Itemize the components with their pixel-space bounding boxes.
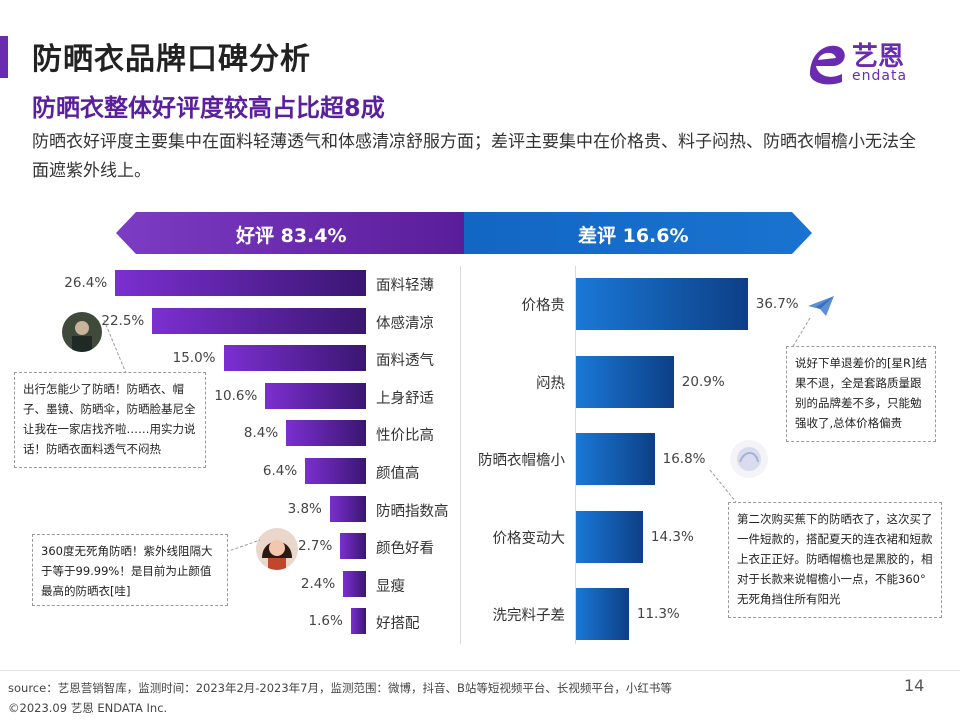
sentiment-banner bbox=[116, 212, 812, 254]
good-bar-2 bbox=[223, 345, 366, 372]
paper-plane-icon bbox=[808, 296, 834, 316]
bad-value-label-1: 20.9% bbox=[681, 373, 725, 390]
bad-value-label-4: 11.3% bbox=[636, 606, 680, 622]
user-avatar-1 bbox=[62, 312, 102, 352]
bad-value-label-0: 36.7% bbox=[755, 296, 799, 312]
good-category-label-2: 面料透气 bbox=[376, 353, 434, 370]
good-category-label-9: 好搭配 bbox=[376, 616, 420, 633]
bubble-pointer-4 bbox=[709, 470, 737, 503]
good-chart-divider bbox=[460, 266, 461, 644]
comment-bubble-2: 360度无死角防晒！紫外线阻隔大于等于99.99%！是目前为止颜值最高的防晒衣[… bbox=[32, 534, 228, 606]
good-value-label-8: 2.4% bbox=[300, 575, 336, 592]
good-value-label-4: 8.4% bbox=[243, 425, 279, 442]
bubble-pointer-3 bbox=[791, 318, 811, 348]
bad-banner-label: 差评 16.6% bbox=[578, 225, 689, 247]
good-bar-1 bbox=[152, 307, 366, 334]
comment-bubble-1: 出行怎能少了防晒！防晒衣、帽子、墨镜、防晒伞，防晒脸基尼全让我在一家店找齐啦……… bbox=[14, 372, 206, 468]
good-category-label-6: 防晒指数高 bbox=[376, 503, 449, 520]
footer-source: source：艺恩营销智库，监测时间：2023年2月-2023年7月，监测范围：… bbox=[8, 681, 672, 695]
bad-bar-3 bbox=[576, 510, 643, 563]
good-bar-9 bbox=[350, 608, 366, 635]
bad-bar-2 bbox=[576, 433, 655, 485]
good-value-label-0: 26.4% bbox=[64, 275, 108, 291]
page-number: 14 bbox=[904, 676, 925, 695]
good-category-label-5: 颜值高 bbox=[376, 466, 420, 482]
page-title: 防晒衣品牌口碑分析 bbox=[32, 42, 311, 77]
bad-value-label-3: 14.3% bbox=[650, 528, 694, 545]
bubble-pointer-2 bbox=[226, 539, 261, 553]
good-value-label-3: 10.6% bbox=[214, 387, 258, 404]
logo-sub: endata bbox=[852, 68, 908, 84]
good-bar-3 bbox=[265, 382, 366, 409]
good-banner-label: 好评 83.4% bbox=[236, 225, 347, 247]
good-category-label-0: 面料轻薄 bbox=[376, 278, 434, 294]
good-banner-shape bbox=[116, 212, 464, 254]
user-avatar-2 bbox=[256, 528, 298, 570]
bad-category-label-3: 价格变动大 bbox=[492, 530, 566, 547]
bad-bar-1 bbox=[576, 355, 674, 408]
bad-banner-shape bbox=[464, 212, 812, 254]
endata-logo: 艺恩 endata bbox=[804, 36, 924, 86]
good-value-label-1: 22.5% bbox=[101, 312, 145, 329]
good-category-label-3: 上身舒适 bbox=[376, 390, 434, 407]
good-category-label-8: 显瘦 bbox=[376, 578, 405, 595]
good-value-label-2: 15.0% bbox=[172, 350, 216, 367]
good-value-label-6: 3.8% bbox=[287, 500, 322, 517]
bad-category-label-0: 价格贵 bbox=[521, 298, 566, 314]
good-bar-0 bbox=[115, 270, 366, 296]
good-category-label-7: 颜色好看 bbox=[376, 541, 434, 558]
good-value-label-9: 1.6% bbox=[308, 613, 343, 630]
page-subtitle: 防晒衣整体好评度较高占比超8成 bbox=[32, 94, 385, 122]
good-category-label-1: 体感清凉 bbox=[376, 315, 434, 332]
user-avatar-3 bbox=[730, 440, 768, 478]
good-bar-6 bbox=[329, 495, 366, 522]
comment-bubble-4: 第二次购买蕉下的防晒衣了，这次买了一件短款的，搭配夏天的连衣裙和短款上衣正正好。… bbox=[728, 502, 942, 618]
bad-chart-axis bbox=[575, 266, 576, 644]
good-bar-5 bbox=[305, 458, 366, 484]
good-bar-4 bbox=[286, 420, 366, 447]
bad-bar-0 bbox=[576, 278, 748, 330]
page-description: 防晒衣好评度主要集中在面料轻薄透气和体感清凉舒服方面；差评主要集中在价格贵、料子… bbox=[32, 132, 916, 181]
good-category-label-4: 性价比高 bbox=[376, 428, 434, 445]
bad-category-label-2: 防晒衣帽檐小 bbox=[478, 453, 565, 469]
good-value-label-7: 2.7% bbox=[298, 538, 333, 555]
good-bar-7 bbox=[340, 533, 366, 560]
bad-value-label-2: 16.8% bbox=[662, 451, 706, 467]
footer-divider bbox=[0, 670, 960, 671]
bad-bar-4 bbox=[576, 588, 629, 640]
good-value-label-5: 6.4% bbox=[262, 463, 298, 479]
comment-bubble-3: 说好下单退差价的[星R]结果不退，全是套路质量跟别的品牌差不多，只能勉强收了,总… bbox=[786, 346, 936, 442]
bad-category-label-1: 闷热 bbox=[536, 375, 565, 392]
good-bar-8 bbox=[343, 570, 366, 597]
bubble-pointer-1 bbox=[103, 320, 129, 379]
logo-name: 艺恩 bbox=[852, 42, 905, 72]
footer-copyright: ©2023.09 艺恩 ENDATA Inc. bbox=[8, 701, 168, 715]
bad-category-label-4: 洗完料子差 bbox=[492, 608, 566, 624]
title-accent-bar bbox=[0, 36, 8, 78]
